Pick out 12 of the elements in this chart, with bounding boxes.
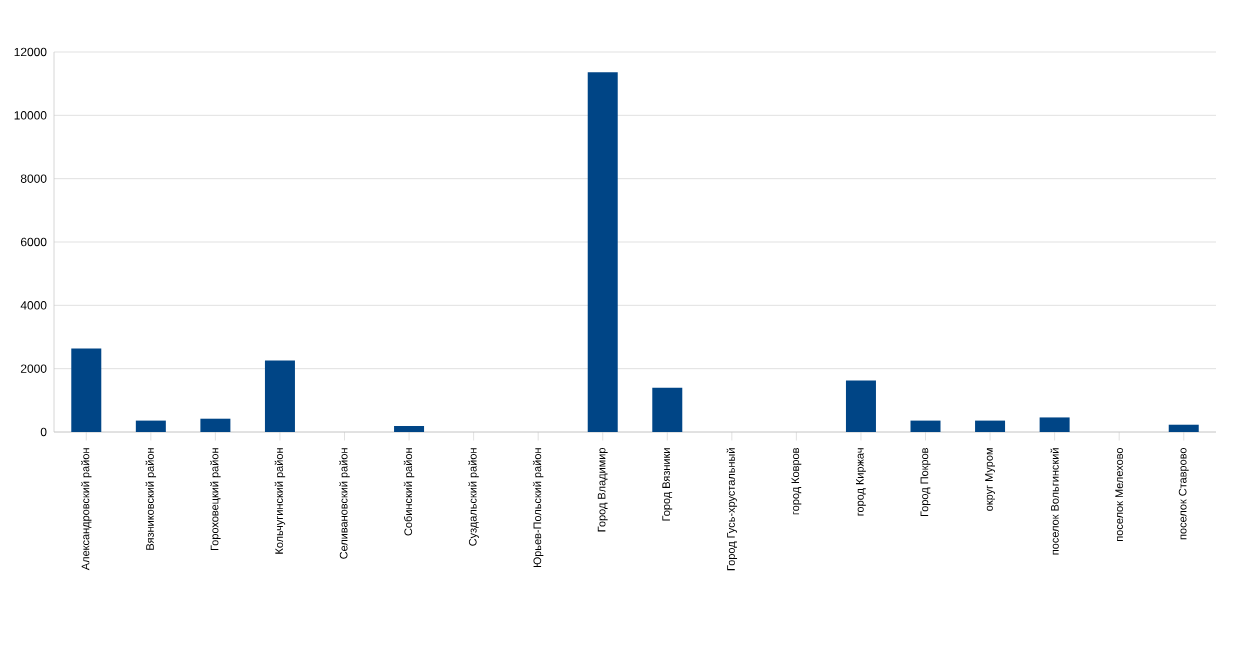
bar xyxy=(910,420,941,432)
bar xyxy=(1168,424,1199,432)
bar xyxy=(135,420,166,432)
bar xyxy=(587,72,618,432)
bar xyxy=(845,380,876,432)
bar xyxy=(71,348,102,432)
bar xyxy=(264,360,295,432)
bar xyxy=(200,418,231,432)
bar xyxy=(652,387,683,432)
bar xyxy=(394,425,425,432)
bar xyxy=(975,420,1006,432)
bar xyxy=(1039,417,1070,432)
